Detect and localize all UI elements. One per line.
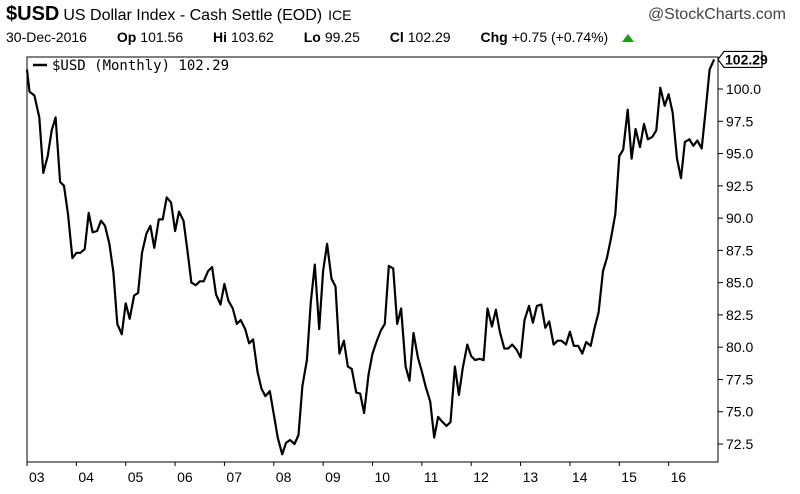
last-value-label: 102.29	[725, 51, 768, 67]
close-value: 102.29	[407, 29, 451, 45]
x-tick-label: 16	[671, 469, 687, 485]
y-axis-ticks: 72.5 75.0 77.5 80.0 82.5 85.0 87.5 90.0 92.5 95.0…	[718, 81, 761, 452]
y-tick-label: 75.0	[726, 404, 753, 420]
x-tick-label: 15	[621, 469, 637, 485]
open-value: 101.56	[140, 29, 184, 45]
change-label: Chg	[480, 29, 508, 45]
x-tick-label: 06	[177, 469, 193, 485]
title-row: $USD US Dollar Index - Cash Settle (EOD) I…	[6, 3, 351, 26]
low-label: Lo	[303, 29, 321, 45]
change-up-arrow-icon	[622, 34, 635, 43]
high-value: 103.62	[231, 29, 274, 45]
last-value-marker: 102.29	[717, 50, 768, 69]
x-axis-ticks: 03 04 05 06 07 08 09 10 11 12 13 14 15 16	[26, 462, 687, 485]
y-tick-label: 92.5	[726, 178, 753, 194]
plot-frame	[26, 56, 719, 463]
symbol: $USD	[6, 3, 60, 25]
high-label: Hi	[213, 29, 227, 45]
y-tick-label: 77.5	[726, 371, 753, 387]
plot-area	[25, 58, 716, 456]
y-tick-label: 90.0	[726, 210, 753, 226]
legend: $USD (Monthly) 102.29	[33, 58, 229, 74]
x-tick-label: 11	[424, 469, 439, 485]
y-tick-label: 72.5	[726, 436, 753, 452]
stats-row: 30-Dec-2016 Op 101.56 Hi 103.62 Lo 99.25 Cl…	[6, 29, 635, 45]
close-label: Cl	[389, 29, 404, 45]
y-tick-label: 82.5	[726, 307, 753, 323]
x-tick-label: 09	[325, 469, 341, 485]
date-label: 30-Dec-2016	[6, 29, 87, 45]
y-tick-label: 100.0	[726, 81, 761, 97]
open-label: Op	[116, 29, 137, 45]
exchange: ICE	[328, 7, 352, 23]
security-name: US Dollar Index - Cash Settle (EOD)	[63, 7, 323, 24]
x-tick-label: 10	[375, 469, 391, 485]
series-line-usd	[25, 58, 716, 456]
y-tick-label: 97.5	[726, 113, 753, 129]
y-tick-label: 80.0	[726, 339, 753, 355]
chart-header: $USD US Dollar Index - Cash Settle (EOD) I…	[0, 0, 800, 56]
low-value: 99.25	[324, 29, 360, 45]
y-tick-label: 95.0	[726, 146, 753, 162]
y-tick-label: 85.0	[726, 275, 753, 291]
x-tick-label: 12	[473, 469, 489, 485]
x-tick-label: 07	[226, 469, 242, 485]
y-tick-label: 87.5	[726, 242, 753, 258]
x-tick-label: 08	[276, 469, 292, 485]
change-value: +0.75 (+0.74%)	[511, 29, 609, 45]
brand-watermark: @StockCharts.com	[647, 6, 786, 23]
x-tick-label: 04	[78, 469, 94, 485]
legend-label: $USD (Monthly) 102.29	[52, 58, 229, 74]
x-tick-label: 05	[128, 469, 144, 485]
last-value-box	[717, 50, 763, 69]
x-tick-label: 14	[572, 469, 588, 485]
x-tick-label: 03	[29, 469, 45, 485]
chart-axes	[26, 56, 719, 463]
x-tick-label: 13	[523, 469, 539, 485]
